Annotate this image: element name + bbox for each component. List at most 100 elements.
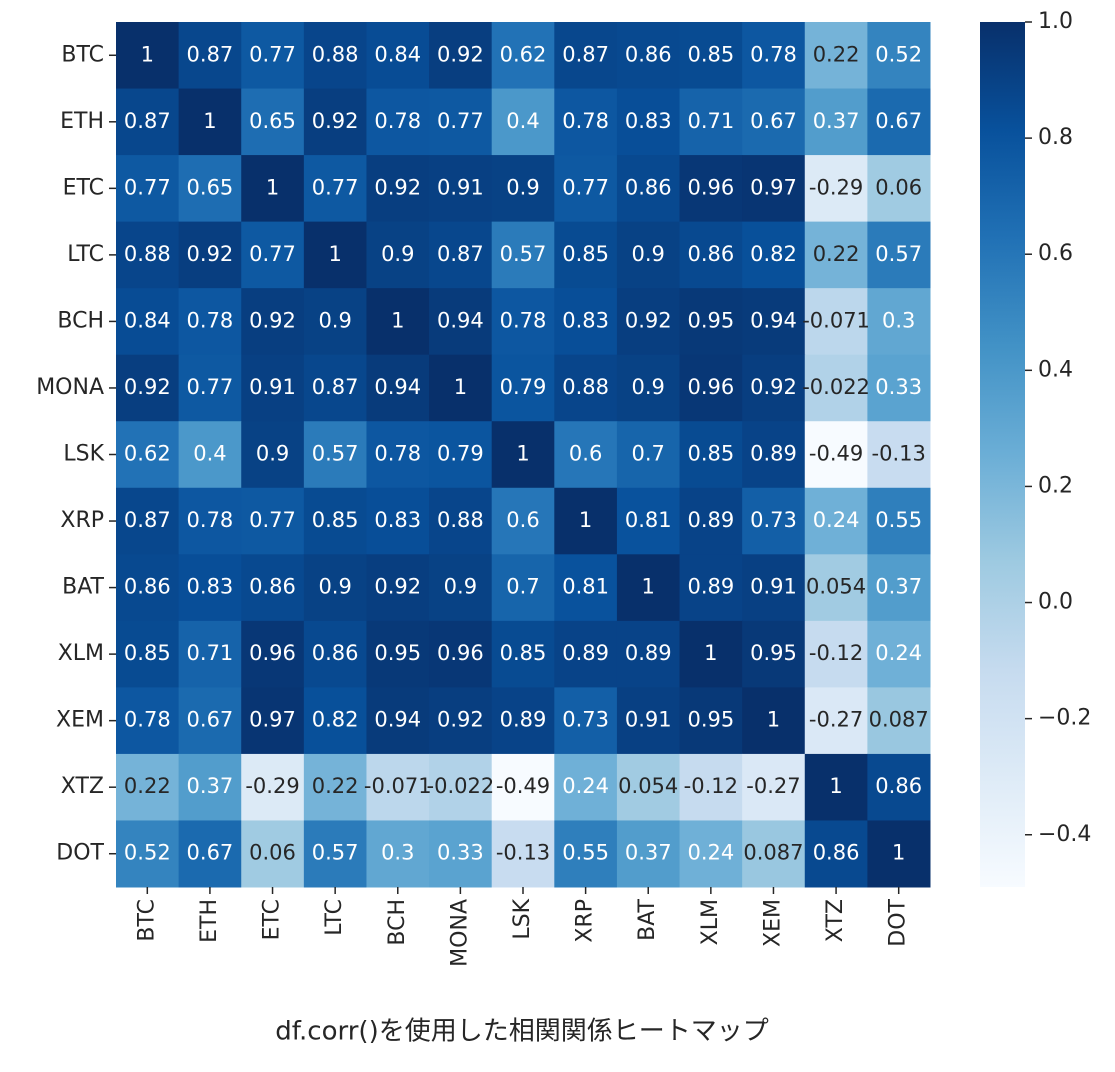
- x-tick-label: BCH: [385, 899, 410, 946]
- cell-label: 0.92: [187, 242, 234, 266]
- cell-label: 0.92: [312, 109, 359, 133]
- cell-label: -0.49: [496, 774, 550, 798]
- cell-label: 0.054: [806, 575, 866, 599]
- cell-label: 0.83: [562, 308, 609, 332]
- heatmap-cell: [116, 22, 180, 90]
- cell-label: 0.24: [687, 841, 734, 865]
- cell-label: 0.78: [374, 109, 421, 133]
- heatmap-cell: [742, 288, 806, 356]
- cell-label: 0.9: [632, 242, 665, 266]
- heatmap-cell: [616, 88, 681, 156]
- heatmap-cell: [116, 820, 180, 888]
- heatmap-cell: [429, 687, 493, 755]
- heatmap-cell: [491, 487, 555, 555]
- heatmap-cell: [303, 155, 367, 223]
- heatmap-cell: [366, 421, 430, 489]
- x-tick-label: XRP: [573, 899, 598, 943]
- cell-label: 0.91: [625, 708, 672, 732]
- cell-label: -0.022: [802, 375, 870, 399]
- cell-label: -0.12: [684, 774, 738, 798]
- cell-label: 0.86: [249, 575, 296, 599]
- cell-label: 0.95: [687, 708, 734, 732]
- heatmap-cell: [116, 288, 180, 356]
- cell-label: 0.86: [875, 774, 922, 798]
- y-tick-label: ETH: [60, 109, 104, 134]
- heatmap-cell: [804, 421, 868, 489]
- heatmap-cell: [178, 487, 242, 555]
- heatmap-cell: [241, 487, 305, 555]
- cell-label: 0.86: [312, 641, 359, 665]
- cell-label: 0.37: [875, 575, 922, 599]
- x-tick-label: LSK: [510, 898, 535, 939]
- cell-label: 0.087: [869, 708, 929, 732]
- cell-label: 0.62: [124, 442, 171, 466]
- cell-label: 0.91: [249, 375, 296, 399]
- heatmap-cell: [804, 288, 868, 356]
- x-tick-label: LTC: [322, 899, 347, 936]
- heatmap-cell: [804, 354, 868, 422]
- y-tick-label: MONA: [36, 375, 104, 400]
- heatmap-cell: [867, 753, 931, 821]
- cell-label: 0.87: [124, 109, 171, 133]
- heatmap-cell: [742, 155, 806, 223]
- heatmap-cell: [679, 22, 743, 90]
- cell-label: -0.27: [746, 774, 800, 798]
- x-tick-label: XLM: [698, 899, 723, 945]
- heatmap-cell: [241, 820, 305, 888]
- colorbar-tick-label: 0.2: [1038, 473, 1073, 498]
- cell-label: 0.84: [374, 42, 421, 66]
- cell-label: 0.85: [312, 508, 359, 532]
- heatmap-cell: [742, 554, 806, 622]
- cell-label: 0.24: [813, 508, 860, 532]
- cell-label: 0.94: [437, 308, 484, 332]
- x-tick-label: BAT: [635, 898, 660, 940]
- heatmap-cell: [867, 620, 931, 688]
- colorbar-tick-label: 1.0: [1038, 9, 1073, 34]
- cell-label: 0.77: [312, 175, 359, 199]
- cell-label: 0.57: [312, 841, 359, 865]
- heatmap-cell: [867, 554, 931, 622]
- heatmap-cell: [303, 820, 367, 888]
- heatmap-cell: [616, 421, 681, 489]
- heatmap-cell: [429, 620, 493, 688]
- heatmap-cell: [867, 687, 931, 755]
- heatmap-cell: [554, 487, 618, 555]
- heatmap-cell: [303, 88, 367, 156]
- cell-label: 0.95: [750, 641, 797, 665]
- heatmap-cell: [554, 221, 618, 289]
- cell-label: 0.83: [625, 109, 672, 133]
- cell-label: 0.77: [562, 175, 609, 199]
- cell-label: 0.77: [249, 242, 296, 266]
- heatmap-cell: [491, 620, 555, 688]
- cell-label: 0.96: [249, 641, 296, 665]
- cell-label: 0.67: [750, 109, 797, 133]
- heatmap-cell: [679, 487, 743, 555]
- heatmap-cell: [366, 820, 430, 888]
- cell-label: 0.87: [437, 242, 484, 266]
- heatmap-cell: [616, 753, 681, 821]
- heatmap-cell: [867, 288, 931, 356]
- heatmap-cell: [178, 753, 242, 821]
- cell-label: -0.49: [809, 442, 863, 466]
- cell-label: 1: [767, 708, 780, 732]
- heatmap-cell: [742, 820, 806, 888]
- cell-label: 0.88: [562, 375, 609, 399]
- cell-label: 0.77: [249, 42, 296, 66]
- cell-label: 0.86: [687, 242, 734, 266]
- cell-label: 0.89: [750, 442, 797, 466]
- cell-label: 0.9: [318, 575, 351, 599]
- cell-label: 0.86: [625, 42, 672, 66]
- heatmap-cell: [366, 620, 430, 688]
- cell-label: 0.52: [124, 841, 171, 865]
- heatmap-cell: [241, 354, 305, 422]
- cell-label: 0.24: [875, 641, 922, 665]
- heatmap-cell: [867, 354, 931, 422]
- cell-label: 0.3: [381, 841, 414, 865]
- x-tick-label: DOT: [886, 898, 911, 946]
- heatmap-cell: [116, 88, 180, 156]
- heatmap-cell: [804, 554, 868, 622]
- heatmap-cell: [491, 88, 555, 156]
- cell-label: 0.37: [813, 109, 860, 133]
- cell-label: 0.6: [569, 442, 602, 466]
